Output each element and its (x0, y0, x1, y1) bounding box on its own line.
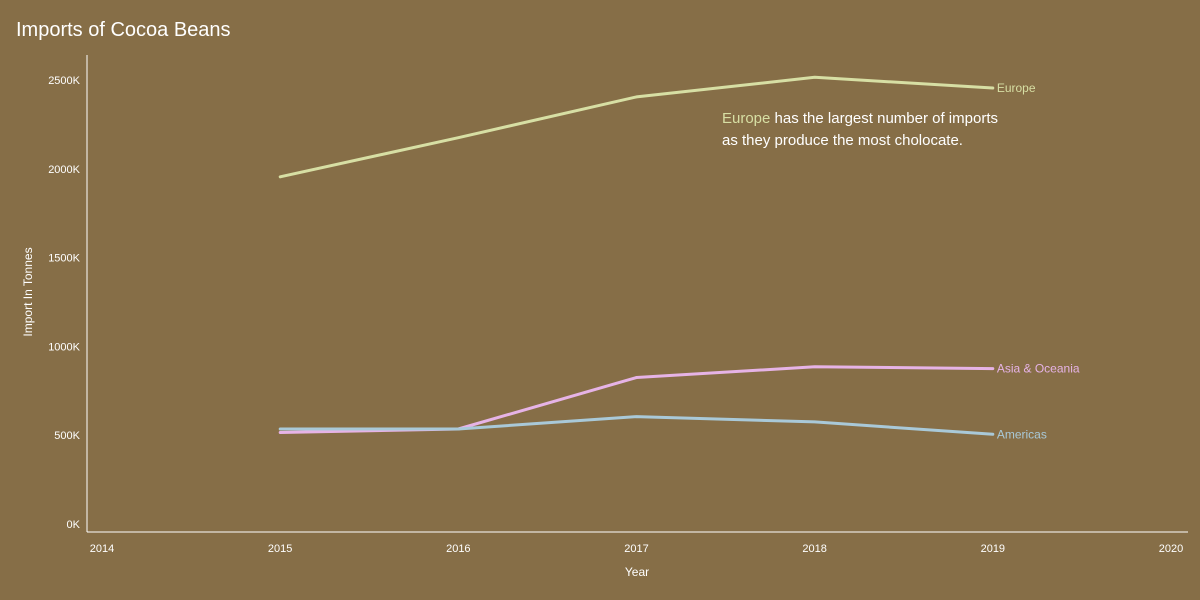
x-tick-label: 2015 (268, 543, 292, 555)
y-tick-label: 0K (67, 519, 81, 531)
series-label-europe: Europe (997, 81, 1036, 95)
chart-title: Imports of Cocoa Beans (16, 19, 231, 41)
x-tick-label: 2017 (624, 543, 648, 555)
series-line-asia-oceania (278, 365, 995, 434)
y-axis-title: Import In Tonnes (21, 247, 35, 336)
series-line-americas (278, 415, 995, 436)
x-tick-label: 2018 (802, 543, 826, 555)
x-tick-label: 2016 (446, 543, 470, 555)
x-axis-ticks: 2014 2015 2016 2017 2018 2019 2020 (90, 543, 1183, 555)
x-tick-label: 2014 (90, 543, 114, 555)
series-lines (278, 75, 995, 436)
y-tick-label: 1500K (48, 253, 80, 265)
series-labels: Europe Asia & Oceania Americas (997, 81, 1080, 441)
y-tick-label: 2000K (48, 164, 80, 176)
x-tick-label: 2020 (1159, 543, 1183, 555)
series-label-asia-oceania: Asia & Oceania (997, 362, 1080, 376)
annotation-highlight: Europe (722, 110, 770, 127)
x-axis-title: Year (625, 565, 649, 579)
series-line-europe (278, 75, 995, 179)
y-tick-label: 1000K (48, 341, 80, 353)
y-axis-ticks: 0K 500K 1000K 1500K 2000K 2500K (48, 75, 80, 531)
x-tick-label: 2019 (981, 543, 1005, 555)
annotation-line-1: Europe has the largest number of imports (722, 110, 998, 127)
annotation-line-2: as they produce the most cholocate. (722, 132, 963, 149)
series-label-americas: Americas (997, 427, 1047, 441)
y-tick-label: 2500K (48, 75, 80, 87)
annotation-text: has the largest number of imports (770, 110, 998, 127)
y-tick-label: 500K (54, 430, 80, 442)
